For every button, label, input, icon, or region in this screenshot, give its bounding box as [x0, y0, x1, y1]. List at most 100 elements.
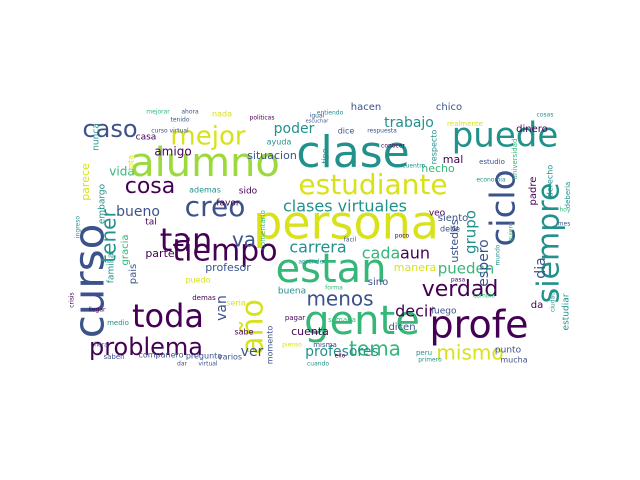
word-gente: gente	[304, 298, 420, 344]
word-dia: dia	[533, 257, 549, 278]
word-ello: ello	[335, 353, 346, 360]
word-mal: mal	[443, 153, 464, 166]
word-verdad: verdad	[422, 277, 499, 302]
word-curso: curso	[65, 224, 114, 339]
word-compañero: compañero	[138, 351, 183, 360]
word-trabajo: trabajo	[384, 115, 434, 131]
word-tenido: tenido	[171, 117, 190, 124]
word-fácil: fácil	[344, 237, 357, 244]
word-forma: forma	[325, 285, 343, 292]
word-tal: tal	[145, 218, 157, 228]
word-politicas: politicas	[250, 115, 275, 122]
word-conocer: conocer	[381, 143, 405, 150]
word-año: año	[236, 299, 271, 355]
word-hora: hora	[94, 342, 108, 349]
word-misma: misma	[313, 341, 337, 349]
word-crisis: crisis	[69, 292, 76, 307]
word-dar: dar	[177, 361, 187, 368]
word-carrera: carrera	[289, 238, 346, 257]
word-pienso: pienso	[282, 342, 302, 349]
word-favor: favor	[216, 199, 240, 209]
word-ver: ver	[241, 344, 264, 360]
word-mucha: mucha	[500, 356, 527, 365]
word-cosa: cosa	[125, 174, 176, 199]
word-pais: pais	[128, 264, 139, 284]
word-tiempo: tiempo	[172, 234, 277, 269]
word-respuesta: respuesta	[367, 128, 397, 135]
word-deberia: deberia	[564, 182, 572, 209]
word-chico: chico	[436, 102, 462, 113]
word-ayuda: ayuda	[267, 138, 292, 147]
word-mejor: mejor	[170, 122, 245, 152]
word-primero: primero	[418, 357, 442, 364]
word-sido: sido	[239, 187, 258, 197]
word-aprender: aprender	[298, 259, 326, 266]
word-tipo: tipo	[321, 148, 330, 163]
word-parece: parece	[79, 163, 92, 201]
word-ingreso: ingreso	[75, 216, 82, 238]
word-cuenta: cuenta	[291, 325, 329, 338]
word-profe: profe	[430, 303, 529, 347]
word-familia: familia	[107, 253, 117, 283]
word-sino: sino	[368, 277, 388, 288]
word-hacen: hacen	[351, 102, 381, 113]
word-ademas: ademas	[189, 186, 221, 195]
word-curso-virtual: curso virtual	[151, 128, 189, 135]
word-situacion: situacion	[247, 149, 297, 162]
word-medio: medio	[107, 319, 129, 327]
word-van: van	[214, 295, 230, 321]
word-va: va	[232, 228, 256, 252]
word-ciudad: ciudad	[550, 292, 557, 312]
word-saben: saben	[103, 353, 124, 361]
word-momento: momento	[266, 326, 275, 365]
word-menos: menos	[306, 287, 373, 311]
word-casa: casa	[136, 133, 157, 143]
word-mismo: mismo	[436, 341, 503, 365]
word-pagar: pagar	[285, 314, 305, 322]
word-ciclo: ciclo	[484, 169, 524, 246]
word-cosas: cosas	[537, 112, 554, 119]
word-seria: seria	[226, 299, 246, 308]
word-poder: poder	[274, 121, 315, 137]
word-igual: igual	[310, 113, 325, 120]
word-problema: problema	[89, 333, 203, 361]
word-nunca: nunca	[92, 123, 102, 151]
word-clases-virtuales: clases virtuales	[283, 197, 407, 216]
word-punto: punto	[495, 346, 522, 356]
word-cambio: cambio	[473, 293, 495, 300]
word-vida: vida	[109, 165, 134, 179]
word-dinero: dinero	[516, 124, 548, 135]
word-toda: toda	[132, 297, 204, 335]
word-estudiante: estudiante	[298, 168, 447, 201]
word-veo: veo	[429, 209, 446, 219]
word-dice: dice	[338, 127, 355, 136]
word-respecto: respecto	[430, 130, 439, 165]
word-puede: puede	[452, 116, 559, 156]
word-estudiar: estudiar	[562, 293, 572, 330]
word-escuchar: escuchar	[306, 119, 330, 125]
word-demas: demas	[192, 294, 216, 302]
word-persona: persona	[253, 196, 439, 250]
word-nada: nada	[212, 110, 232, 119]
word-economia: economia	[476, 177, 506, 184]
word-semana: semana	[328, 316, 356, 324]
word-alumno: alumno	[130, 140, 280, 186]
word-estan: estan	[276, 246, 387, 292]
word-nota: nota	[127, 155, 136, 173]
word-amigo: amigo	[154, 145, 191, 159]
word-estudio: estudio	[479, 158, 505, 166]
word-derecho: derecho	[546, 165, 555, 198]
word-pregunta: pregunta	[186, 352, 222, 361]
word-mejorar: mejorar	[146, 109, 170, 116]
word-profesores: profesores	[305, 344, 379, 360]
word-embargo: embargo	[98, 183, 108, 224]
word-cuando: cuando	[307, 361, 329, 368]
word-manera: manera	[394, 261, 436, 274]
word-ustedes: ustedes	[448, 219, 461, 263]
word-bueno: bueno	[116, 204, 160, 220]
word-buena: buena	[278, 287, 306, 297]
word-parte: parte	[145, 247, 175, 260]
word-poco: poco	[395, 233, 410, 240]
word-aun: aun	[400, 244, 430, 263]
word-da: da	[531, 300, 543, 311]
